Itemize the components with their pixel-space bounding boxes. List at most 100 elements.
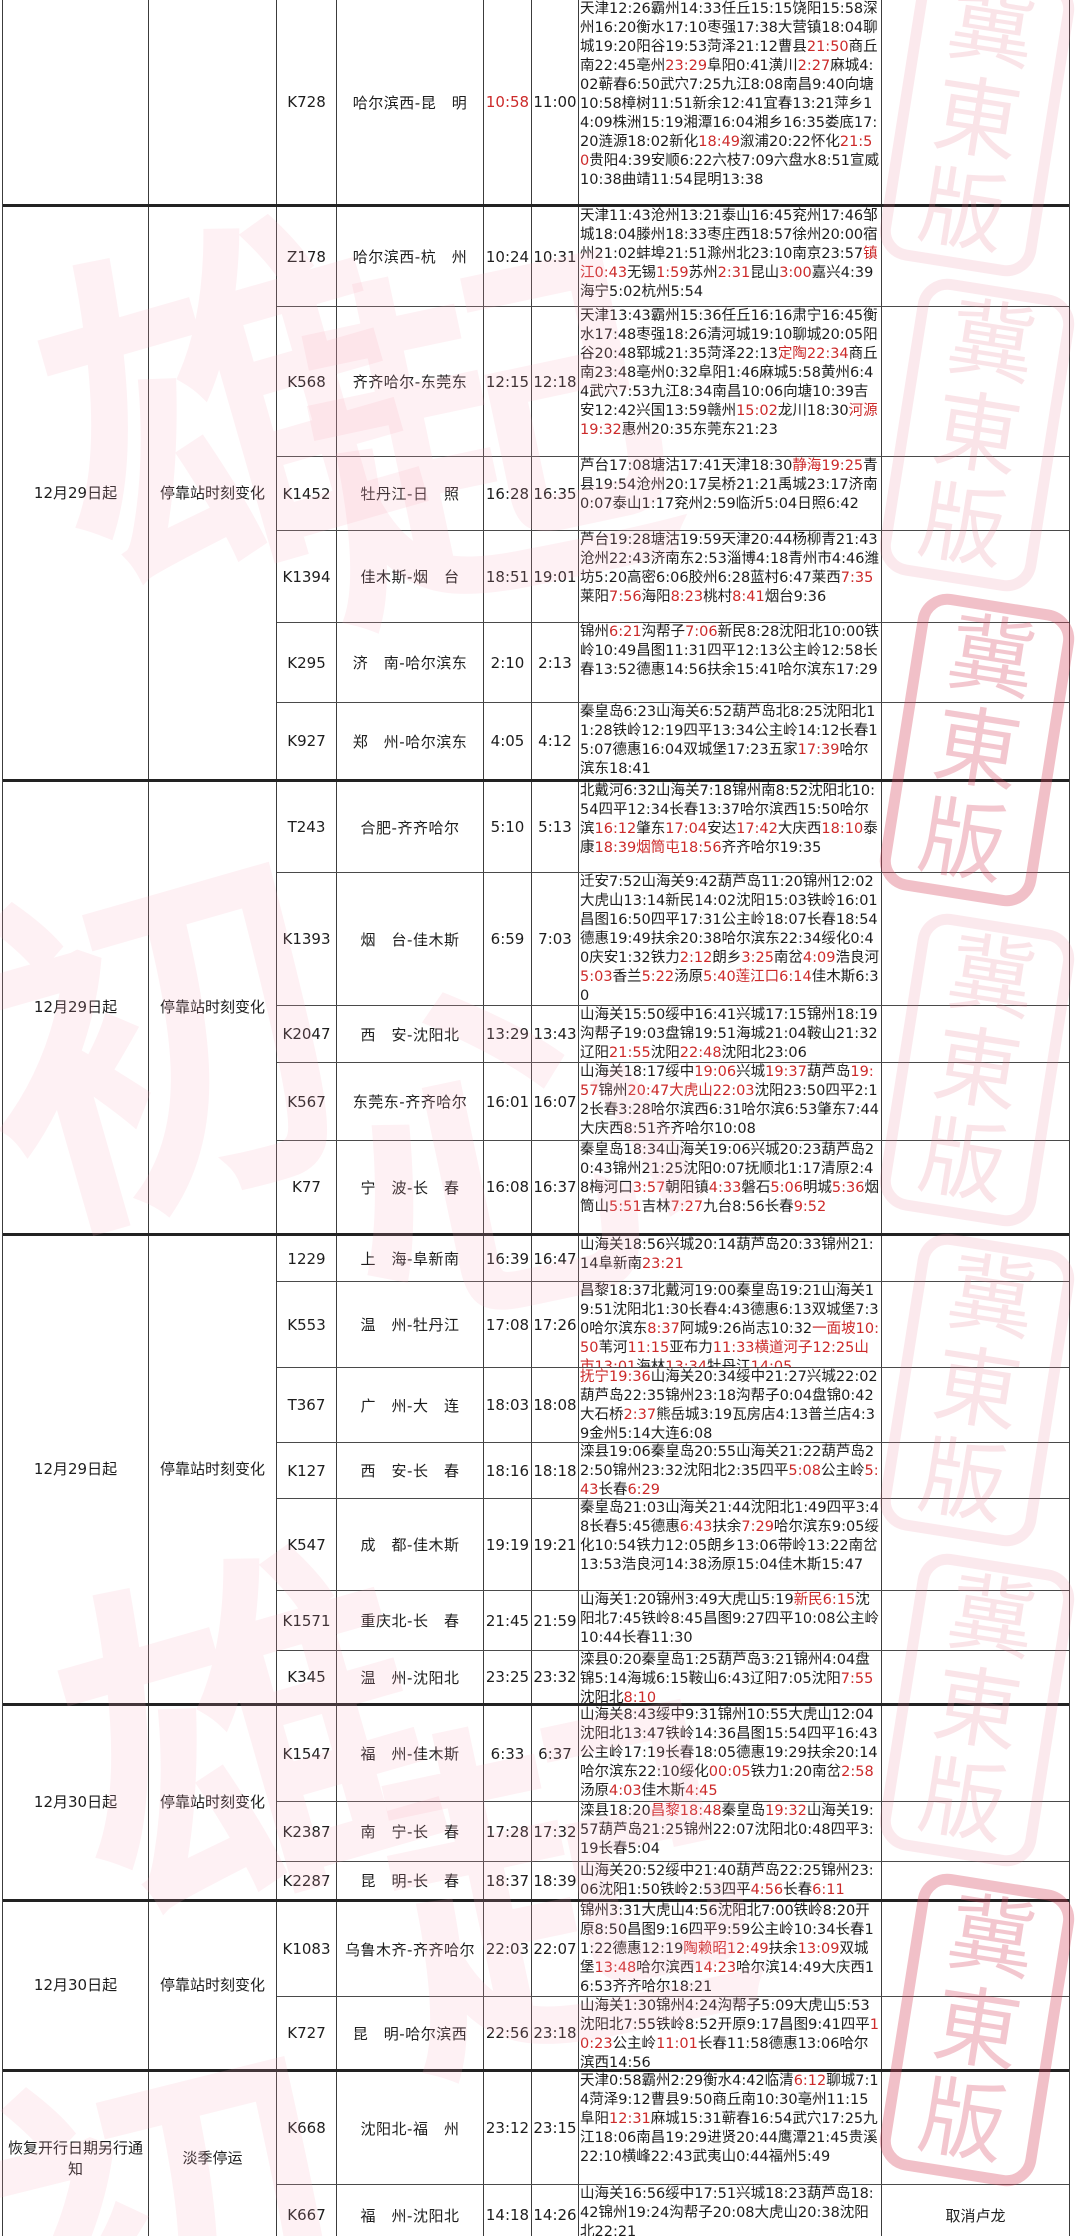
change-category-cell: 停靠站时刻变化 [149, 207, 277, 779]
changed-stop-time: 抚宁19:36 [580, 1369, 651, 1385]
stop-time-text: 苏州 [688, 265, 718, 281]
stop-time-text: 昆山 [750, 265, 780, 281]
stop-time-text: 朗乡 [712, 950, 742, 966]
stops-detail: 天津12:26霸州14:33任丘15:15饶阳15:58深州16:20衡水17:… [579, 0, 882, 204]
train-route: 昆 明-长 春 [337, 1862, 484, 1899]
stop-time-text: 苇河 [598, 1340, 628, 1356]
train-row: K77 宁 波-长 春 16:08 16:37 秦皇岛18:34山海关19:06兴城20… [277, 1140, 1069, 1233]
stop-time-text: 葫芦岛 [806, 1064, 851, 1080]
train-number: K927 [277, 703, 337, 779]
stop-time-text: 天津0:58霸州2:29衡水4:42临清 [580, 2073, 794, 2089]
train-route: 温 州-牡丹江 [337, 1282, 484, 1367]
arrival-time: 14:26 [532, 2185, 579, 2236]
changed-stop-time: 11:15 [627, 1340, 670, 1356]
arrival-time: 23:15 [532, 2072, 579, 2184]
train-route: 哈尔滨西-杭 州 [337, 207, 484, 306]
changed-stop-time: 7:29 [741, 1519, 774, 1535]
changed-stop-time: 5:40莲江口6:14 [703, 969, 812, 985]
stop-time-text: 桃村 [703, 589, 733, 605]
train-route: 东莞东-齐齐哈尔 [337, 1063, 484, 1140]
train-number: K2387 [277, 1802, 337, 1861]
changed-stop-time: 4:03 [609, 1783, 642, 1799]
stop-time-text: 麻城15:31蕲春16:54武穴17:25九江18:06南昌19:29进贤20:… [580, 2111, 878, 2165]
train-route: 齐齐哈尔-东莞东 [337, 307, 484, 456]
train-number: K1571 [277, 1591, 337, 1650]
note-cell [882, 457, 1069, 530]
change-category-cell [149, 0, 277, 204]
stop-time-text: 芦台19:28塘沽19:59天津20:44杨柳青21:43沧州22:43济南东2… [580, 532, 879, 586]
stop-time-text: 天津12:26霸州14:33任丘15:15饶阳15:58深州16:20衡水17:… [580, 1, 878, 55]
train-row: K1547 福 州-佳木斯 6:33 6:37 山海关8:43绥中9:31锦州10:55… [277, 1706, 1069, 1801]
stop-time-text: 天津11:43沧州13:21泰山16:45兖州17:46邹城18:04滕州18:… [580, 208, 878, 262]
changed-stop-time: 1:59 [656, 265, 689, 281]
changed-stop-time: 6:29 [627, 1482, 661, 1498]
train-number: T367 [277, 1368, 337, 1442]
stop-time-text: 沈阳北 [580, 1690, 624, 1703]
arrival-time: 18:08 [532, 1368, 579, 1442]
train-route: 西 安-沈阳北 [337, 1006, 484, 1062]
changed-stop-time: 一面坡10:50 [580, 1321, 879, 1356]
train-number: 1229 [277, 1236, 337, 1281]
stops-detail: 秦皇岛21:03山海关21:44沈阳北1:49四平3:48长春5:45德惠6:4… [579, 1499, 882, 1590]
changed-stop-time: 5:36 [831, 1180, 865, 1196]
changed-stop-time: 5:06 [770, 1180, 803, 1196]
changed-stop-time: 17:04 [665, 821, 708, 837]
train-route: 南 宁-长 春 [337, 1802, 484, 1861]
arrival-time: 16:07 [532, 1063, 579, 1140]
note-cell [882, 1443, 1069, 1498]
stop-time-text: 无锡 [627, 265, 657, 281]
train-row: T367 广 州-大 连 18:03 18:08 抚宁19:36山海关20:34绥中21… [277, 1367, 1069, 1442]
stops-detail: 天津13:43霸州15:36任丘16:16肃宁16:45衡水17:48枣强18:… [579, 307, 882, 456]
train-route: 温 州-沈阳北 [337, 1651, 484, 1703]
train-number: Z178 [277, 207, 337, 306]
stop-time-text: 北戴河6:32山海关7:18锦州南8:52沈阳北10:54四平12:34长春13… [580, 783, 876, 837]
stop-time-text: 莱阳 [580, 589, 609, 605]
changed-stop-time: 18:39烟筒屯18:56 [594, 840, 722, 856]
arrival-time: 2:13 [532, 623, 579, 702]
train-route: 福 州-佳木斯 [337, 1706, 484, 1801]
stop-time-text: 沈阳23:50四平2:12长春3:28哈尔滨西6:31哈尔滨6:53肇东7:44… [580, 1083, 879, 1137]
changed-stop-time: 20:47大虎山22:03 [627, 1083, 755, 1099]
stop-time-text: 海阳 [641, 589, 671, 605]
group-rows: K1547 福 州-佳木斯 6:33 6:37 山海关8:43绥中9:31锦州10:55… [277, 1706, 1069, 1899]
changed-stop-time: 14:23 [694, 1960, 737, 1976]
train-number: K567 [277, 1063, 337, 1140]
stop-time-text: 长春11:58德惠13:06哈尔滨西14:56 [580, 2036, 869, 2069]
changed-stop-time: 5:43 [580, 1463, 879, 1498]
stop-time-text: 泰康 [580, 821, 878, 856]
stop-time-text: 大庆西 [777, 821, 822, 837]
departure-time: 14:18 [484, 2185, 532, 2236]
stop-time-text: 烟筒山 [580, 1180, 879, 1215]
note-cell [882, 207, 1069, 306]
changed-stop-time: 10:23 [580, 2017, 879, 2052]
stop-time-text: 铁力1:20南岔 [750, 1764, 842, 1780]
changed-stop-time: 静海19:25 [792, 458, 864, 474]
changed-stop-time: 2:31 [717, 265, 751, 281]
train-route: 合肥-齐齐哈尔 [337, 782, 484, 872]
departure-time: 23:12 [484, 2072, 532, 2184]
stop-time-text: 长春 [783, 1882, 813, 1898]
arrival-time: 19:01 [532, 531, 579, 622]
arrival-time: 22:07 [532, 1902, 579, 1996]
stop-time-text: 山海关18:56兴城20:14葫芦岛20:33锦州21:14阜新南 [580, 1237, 874, 1272]
stop-time-text: 海林 [636, 1359, 666, 1367]
note-cell [882, 873, 1069, 1005]
stop-time-text: 熊岳城3:19瓦房店4:13普兰店4:39金州5:14大连6:08 [580, 1407, 876, 1442]
arrival-time: 6:37 [532, 1706, 579, 1801]
change-category-cell: 停靠站时刻变化 [149, 1236, 277, 1703]
changed-stop-time: 7:55 [840, 1671, 874, 1687]
note-cell [882, 1902, 1069, 1996]
stop-time-text: 阜阳0:41潢川 [707, 58, 798, 74]
stop-time-text: 亚布力 [669, 1340, 713, 1356]
train-row: K547 成 都-佳木斯 19:19 19:21 秦皇岛21:03山海关21:44沈阳北… [277, 1498, 1069, 1590]
changed-stop-time: 11:01 [656, 2036, 698, 2052]
stops-detail: 天津11:43沧州13:21泰山16:45兖州17:46邹城18:04滕州18:… [579, 207, 882, 306]
departure-time: 19:19 [484, 1499, 532, 1590]
departure-time: 22:03 [484, 1902, 532, 1996]
train-route: 广 州-大 连 [337, 1368, 484, 1442]
departure-time: 17:08 [484, 1282, 532, 1367]
stops-detail: 山海关1:20锦州3:49大虎山5:19新民6:15沈阳北7:45铁岭8:45昌… [579, 1591, 882, 1650]
stop-time-text: 沈阳北7:45铁岭8:45昌图9:27四平10:08公主岭10:44长春11:3… [580, 1592, 879, 1646]
changed-stop-time: 21:55 [609, 1045, 651, 1061]
departure-time: 16:01 [484, 1063, 532, 1140]
